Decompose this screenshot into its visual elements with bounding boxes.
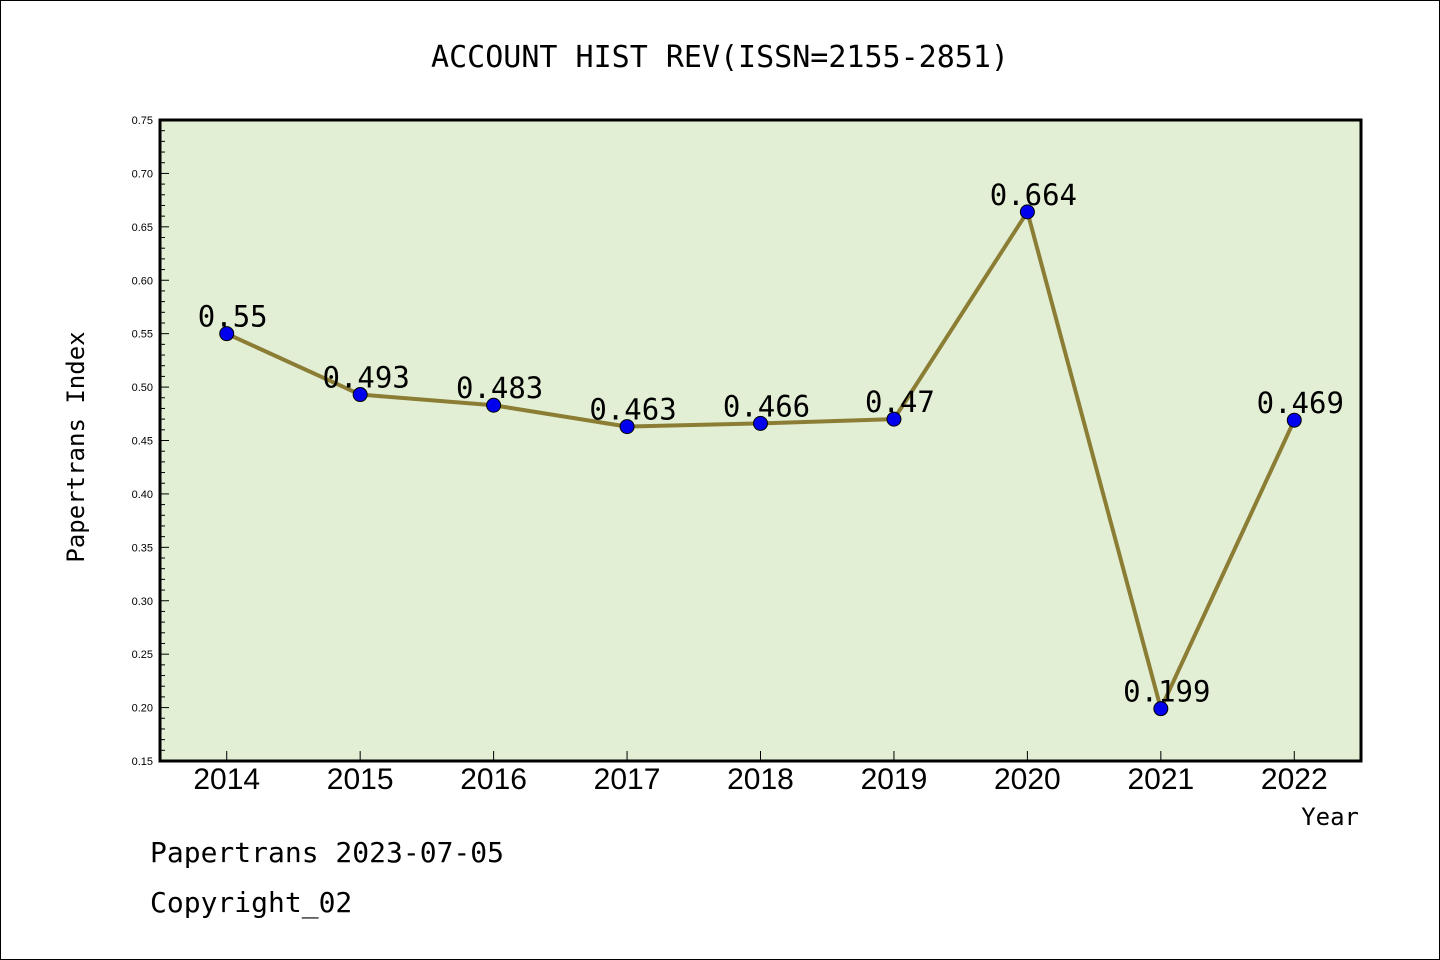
y-tick-label: 0.65 [132, 222, 153, 234]
chart-title: ACCOUNT HIST REV(ISSN=2155-2851) [431, 40, 1009, 75]
footer-source: Papertrans 2023-07-05 [150, 836, 505, 869]
x-tick-label: 2022 [1261, 763, 1328, 796]
data-label: 0.469 [1257, 386, 1344, 420]
y-tick-label: 0.70 [132, 168, 153, 180]
data-point [886, 411, 902, 427]
x-tick-label: 2017 [594, 763, 661, 796]
y-axis-label: Papertrans Index [62, 331, 90, 562]
y-tick-label: 0.40 [132, 489, 153, 501]
x-axis-label: Year [1301, 803, 1359, 831]
y-tick-label: 0.60 [132, 275, 153, 287]
data-point [486, 397, 502, 413]
data-point [219, 326, 235, 342]
series-layer: 0.55 0.493 0.483 0.463 0.466 0.47 0.664 0.199 0.… [198, 178, 1344, 717]
data-label: 0.55 [198, 300, 268, 334]
x-tick-label: 2020 [994, 763, 1061, 796]
footer-copyright: Copyright_02 [150, 886, 353, 919]
y-tick-label: 0.50 [132, 382, 153, 394]
data-label: 0.199 [1123, 675, 1210, 709]
plot-border [158, 118, 1363, 763]
y-tick-label: 0.25 [132, 649, 153, 661]
y-tick-label: 0.45 [132, 436, 153, 448]
data-label: 0.463 [589, 393, 676, 427]
data-label: 0.47 [865, 385, 935, 419]
y-tick-label: 0.15 [132, 756, 153, 768]
y-tick-label: 0.20 [132, 703, 153, 715]
data-point [619, 419, 635, 435]
x-tick-label: 2016 [460, 763, 527, 796]
data-point [1019, 204, 1035, 220]
x-tick-label: 2015 [327, 763, 394, 796]
x-tick-label: 2014 [193, 763, 260, 796]
plot-area [160, 120, 1361, 761]
data-label: 0.664 [990, 178, 1077, 212]
y-tick-label: 0.35 [132, 542, 153, 554]
y-tick-label: 0.30 [132, 596, 153, 608]
y-tick-label: 0.75 [132, 115, 153, 127]
data-point [1153, 701, 1169, 717]
y-tick-label: 0.55 [132, 329, 153, 341]
data-label: 0.466 [723, 389, 810, 423]
x-tick-label: 2021 [1127, 763, 1194, 796]
data-point [352, 387, 368, 403]
x-tick-label: 2018 [727, 763, 794, 796]
x-tick-label: 2019 [861, 763, 928, 796]
data-label: 0.493 [323, 361, 410, 395]
data-label: 0.483 [456, 371, 543, 405]
data-point [753, 415, 768, 431]
x-axis: 2014 2015 2016 2017 2018 2019 2020 2021 2022 [193, 751, 1328, 796]
data-point [1286, 412, 1302, 428]
